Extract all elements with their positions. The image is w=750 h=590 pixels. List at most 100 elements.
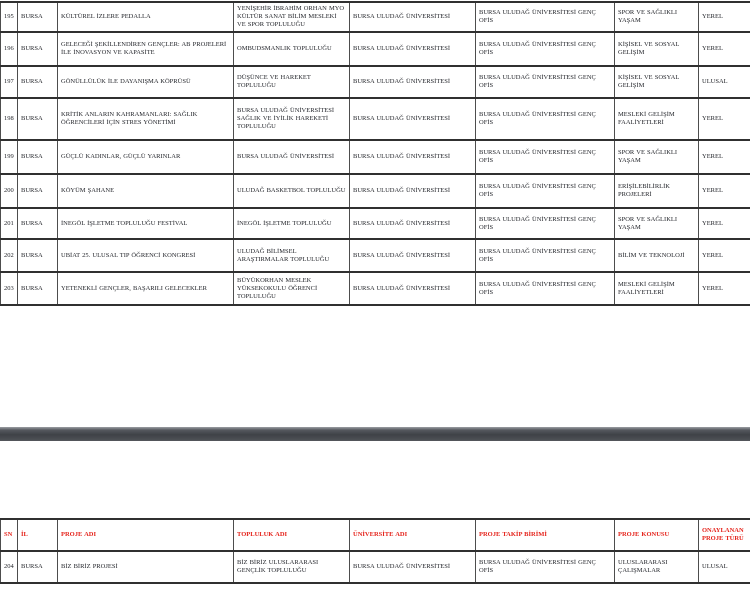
table-cell: MESLEKİ GELİŞİM FAALİYETLERİ [614,271,699,306]
table-cell: BÜYÜKORHAN MESLEK YÜKSEKOKULU ÖĞRENCİ TO… [233,271,350,306]
table-cell: YENİŞEHİR İBRAHİM ORHAN MYO KÜLTÜR SANAT… [233,1,350,33]
table-cell: BURSA ULUDAĞ ÜNİVERSİTESİ GENÇ OFİS [475,238,615,273]
table-cell: 198 [0,97,18,141]
table-cell: YEREL [698,139,750,175]
table-cell: BURSA [17,238,58,273]
table-row: 198 BURSA KRİTİK ANLARIN KAHRAMANLARI: SAĞ… [0,97,750,141]
projects-table-page1: 195 BURSA KÜLTÜREL İZLERE PEDALLA YENİŞEHİR… [0,1,750,306]
table-cell: YEREL [698,238,750,273]
table-cell: 202 [0,238,18,273]
table-cell: BURSA [17,550,58,584]
table-row: 195 BURSA KÜLTÜREL İZLERE PEDALLA YENİŞEHİR… [0,1,750,33]
table-cell: DÜŞÜNCE VE HAREKET TOPLULUĞU [233,65,350,99]
column-header-sn: SN [0,518,18,552]
table-cell: ULUSAL [698,550,750,584]
table-cell: GELECEĞİ ŞEKİLLENDİREN GENÇLER: AB PROJE… [57,31,234,67]
pdf-page-1: 195 BURSA KÜLTÜREL İZLERE PEDALLA YENİŞEHİR… [0,1,750,306]
table-cell: SPOR VE SAĞLIKLI YAŞAM [614,207,699,240]
table-cell: ULUSLARARASI ÇALIŞMALAR [614,550,699,584]
table-cell: BURSA [17,65,58,99]
table-cell: KİŞİSEL VE SOSYAL GELİŞİM [614,65,699,99]
table-row: 199 BURSA GÜÇLÜ KADINLAR, GÜÇLÜ YARINLAR BU… [0,139,750,175]
table-cell: BİLİM VE TEKNOLOJİ [614,238,699,273]
table-cell: BURSA ULUDAĞ ÜNİVERSİTESİ GENÇ OFİS [475,97,615,141]
table-cell: BURSA [17,139,58,175]
table-row: 202 BURSA UBİAT 25. ULUSAL TIP ÖĞRENCİ KON… [0,238,750,273]
table-cell: KİŞİSEL VE SOSYAL GELİŞİM [614,31,699,67]
table-cell: YETENEKLİ GENÇLER, BAŞARILI GELECEKLER [57,271,234,306]
table-cell: BURSA ULUDAĞ ÜNİVERSİTESİ [349,31,476,67]
table-cell: YEREL [698,207,750,240]
table-cell: BURSA ULUDAĞ ÜNİVERSİTESİ [349,271,476,306]
table-cell: 195 [0,1,18,33]
table-cell: BURSA ULUDAĞ ÜNİVERSİTESİ GENÇ OFİS [475,550,615,584]
table-cell: BURSA ULUDAĞ ÜNİVERSİTESİ [349,173,476,209]
table-cell: BURSA [17,173,58,209]
table-cell: 201 [0,207,18,240]
table-cell: BİZ BİRİZ ULUSLARARASI GENÇLİK TOPLULUĞU [233,550,350,584]
table-cell: GÜÇLÜ KADINLAR, GÜÇLÜ YARINLAR [57,139,234,175]
table-cell: BURSA ULUDAĞ ÜNİVERSİTESİ GENÇ OFİS [475,207,615,240]
table-cell: BURSA ULUDAĞ ÜNİVERSİTESİ [349,1,476,33]
pdf-page-2: SN İL PROJE ADI TOPLULUK ADI ÜNİVERSİTE … [0,441,750,590]
table-cell: 197 [0,65,18,99]
table-cell: BİZ BİRİZ PROJESİ [57,550,234,584]
table-cell: BURSA ULUDAĞ ÜNİVERSİTESİ GENÇ OFİS [475,139,615,175]
column-header-proje-konusu: PROJE KONUSU [614,518,699,552]
table-cell: 196 [0,31,18,67]
column-header-proje-takip-birimi: PROJE TAKİP BİRİMİ [475,518,615,552]
table-cell: YEREL [698,31,750,67]
table-cell: İNEGÖL İŞLETME TOPLULUĞU [233,207,350,240]
table-cell: ULUDAĞ BASKETBOL TOPLULUĞU [233,173,350,209]
table-row: 204 BURSA BİZ BİRİZ PROJESİ BİZ BİRİZ ULUSL… [0,550,750,584]
table-cell: YEREL [698,271,750,306]
table-row: 196 BURSA GELECEĞİ ŞEKİLLENDİREN GENÇLER: … [0,31,750,67]
table-cell: SPOR VE SAĞLIKLI YAŞAM [614,139,699,175]
table-cell: KÜLTÜREL İZLERE PEDALLA [57,1,234,33]
table-cell: BURSA ULUDAĞ ÜNİVERSİTESİ GENÇ OFİS [475,31,615,67]
table-cell: BURSA ULUDAĞ ÜNİVERSİTESİ [349,238,476,273]
column-header-onaylanan-proje-turu: ONAYLANAN PROJE TÜRÜ [698,518,750,552]
table-cell: YEREL [698,1,750,33]
table-cell: YEREL [698,97,750,141]
table-cell: KRİTİK ANLARIN KAHRAMANLARI: SAĞLIK ÖĞRE… [57,97,234,141]
table-cell: OMBUDSMANLIK TOPLULUĞU [233,31,350,67]
table-cell: ULUSAL [698,65,750,99]
table-cell: BURSA ULUDAĞ ÜNİVERSİTESİ GENÇ OFİS [475,271,615,306]
table-cell: BURSA [17,31,58,67]
table-cell: BURSA ULUDAĞ ÜNİVERSİTESİ GENÇ OFİS [475,1,615,33]
table-cell: BURSA ULUDAĞ ÜNİVERSİTESİ SAĞLIK VE İYİL… [233,97,350,141]
table-cell: BURSA [17,207,58,240]
table-cell: BURSA ULUDAĞ ÜNİVERSİTESİ [349,65,476,99]
table-cell: ULUDAĞ BİLİMSEL ARAŞTIRMALAR TOPLULUĞU [233,238,350,273]
table-cell: BURSA [17,1,58,33]
table-cell: BURSA [17,97,58,141]
table-cell: MESLEKİ GELİŞİM FAALİYETLERİ [614,97,699,141]
table-row: 201 BURSA İNEGÖL İŞLETME TOPLULUĞU FESTİVA… [0,207,750,240]
table-cell: BURSA ULUDAĞ ÜNİVERSİTESİ [349,550,476,584]
table-cell: 199 [0,139,18,175]
column-header-il: İL [17,518,58,552]
table-cell: YEREL [698,173,750,209]
table-cell: İNEGÖL İŞLETME TOPLULUĞU FESTİVAL [57,207,234,240]
table-cell: 200 [0,173,18,209]
table-cell: BURSA ULUDAĞ ÜNİVERSİTESİ GENÇ OFİS [475,173,615,209]
table-cell: BURSA ULUDAĞ ÜNİVERSİTESİ [349,139,476,175]
table-cell: 203 [0,271,18,306]
table-cell: BURSA ULUDAĞ ÜNİVERSİTESİ [349,97,476,141]
table-cell: BURSA ULUDAĞ ÜNİVERSİTESİ [349,207,476,240]
column-header-proje-adi: PROJE ADI [57,518,234,552]
table-cell: BURSA [17,271,58,306]
table-row: 197 BURSA GÖNÜLLÜLÜK İLE DAYANIŞMA KÖPRÜSÜ… [0,65,750,99]
table-cell: BURSA ULUDAĞ ÜNİVERSİTESİ GENÇ OFİS [475,65,615,99]
column-header-topluluk-adi: TOPLULUK ADI [233,518,350,552]
projects-table-page2: SN İL PROJE ADI TOPLULUK ADI ÜNİVERSİTE … [0,518,750,584]
table-cell: UBİAT 25. ULUSAL TIP ÖĞRENCİ KONGRESİ [57,238,234,273]
table-cell: BURSA ULUDAĞ ÜNİVERSİTESİ [233,139,350,175]
table-row: 203 BURSA YETENEKLİ GENÇLER, BAŞARILI GELE… [0,271,750,306]
column-header-universite-adi: ÜNİVERSİTE ADI [349,518,476,552]
table-cell: ERİŞİLEBİLİRLİK PROJELERİ [614,173,699,209]
table-row: 200 BURSA KÖYÜM ŞAHANE ULUDAĞ BASKETBOL TOP… [0,173,750,209]
table-cell: SPOR VE SAĞLIKLI YAŞAM [614,1,699,33]
table-cell: KÖYÜM ŞAHANE [57,173,234,209]
